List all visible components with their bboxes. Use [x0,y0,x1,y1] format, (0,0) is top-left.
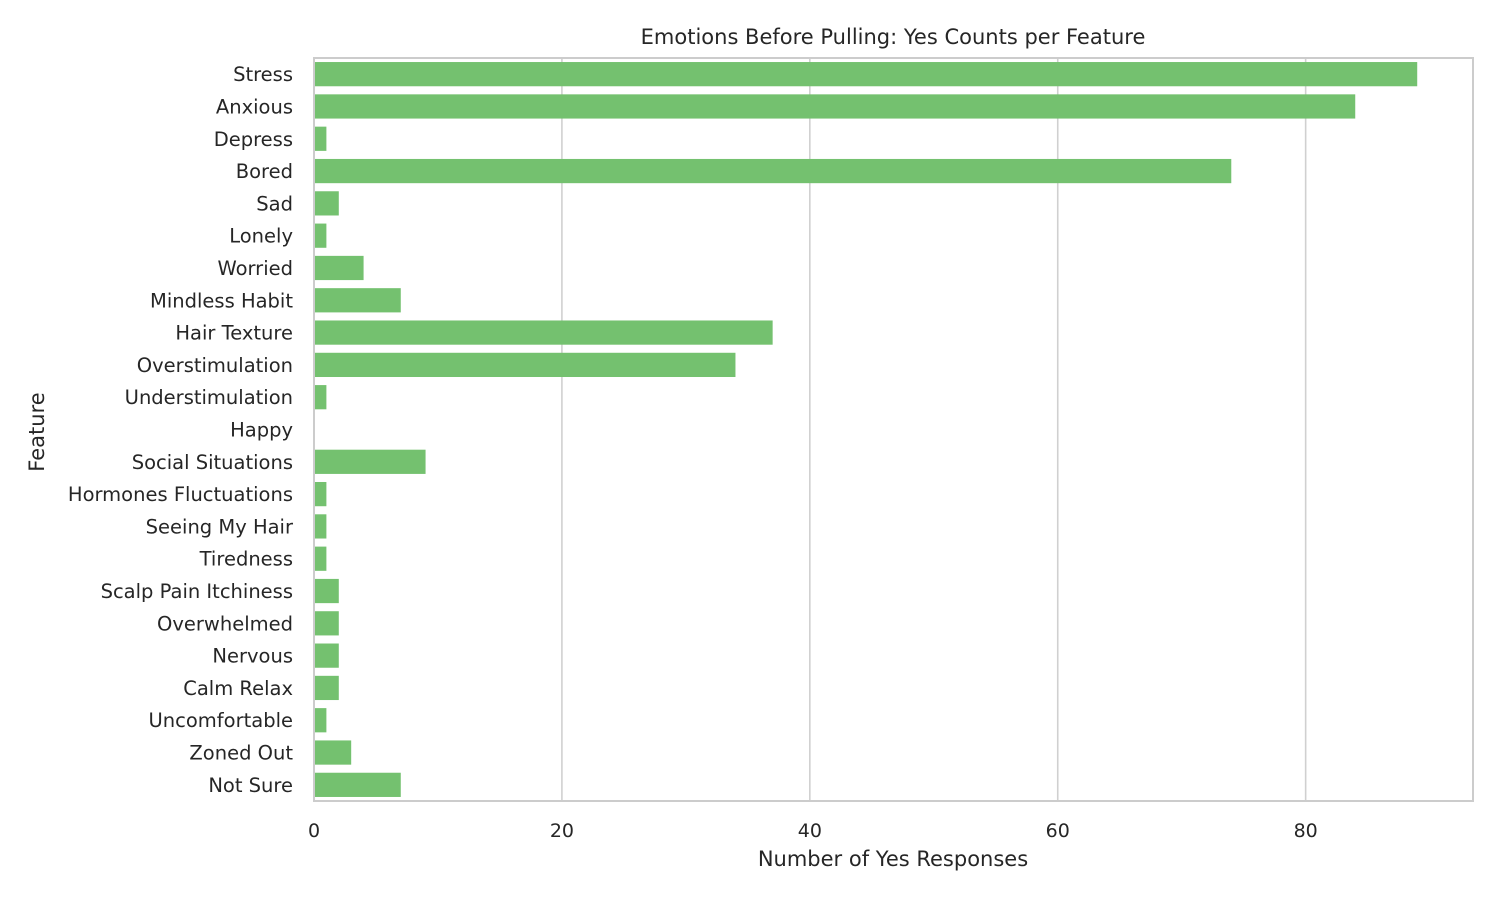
bars [314,62,1418,797]
y-category-labels: Stress Anxious Depress Bored Sad Lonely Worrie… [68,63,294,797]
bar-lonely [314,223,327,248]
y-category-label: Understimulation [125,386,293,409]
y-category-label: Stress [233,63,293,86]
x-tick-label: 40 [798,820,822,842]
bar-overstimulation [314,352,736,378]
plot-frame [313,57,1474,802]
x-tick-label: 20 [550,820,574,842]
y-category-label: Bored [236,160,293,183]
bar-anxious [314,94,1356,119]
y-category-label: Seeing My Hair [146,515,294,538]
bar-nervous [314,643,339,668]
y-category-label: Not Sure [208,774,293,797]
y-category-label: Sad [256,192,293,215]
y-category-label: Hormones Fluctuations [68,483,293,506]
y-category-label: Happy [230,419,293,442]
bar-sad [314,191,339,216]
bar-hair-texture [314,320,773,345]
y-category-label: Worried [217,257,293,280]
x-tick-labels: 0 20 40 60 80 [308,820,1318,842]
bar-social-situations [314,449,426,474]
y-category-label: Mindless Habit [150,289,293,312]
y-category-label: Scalp Pain Itchiness [101,580,293,603]
y-axis-label: Feature [25,392,49,471]
plot-border [313,57,1474,802]
y-category-label: Nervous [212,645,293,668]
x-tick-label: 60 [1046,820,1070,842]
bar-tiredness [314,546,327,571]
x-tick-label: 0 [308,820,320,842]
x-tick-label: 80 [1294,820,1318,842]
bar-calm-relax [314,675,339,701]
y-category-label: Zoned Out [189,742,293,765]
bar-depress [314,126,327,151]
bar-bored [314,158,1232,184]
bar-stress [314,62,1418,87]
y-category-label: Anxious [216,95,293,118]
bar-understimulation [314,385,327,410]
x-axis-label: Number of Yes Responses [758,847,1028,871]
y-category-label: Depress [214,128,293,151]
bar-not-sure [314,772,401,797]
bar-hormones-fluctuations [314,481,327,507]
chart-title: Emotions Before Pulling: Yes Counts per … [641,25,1146,49]
y-category-label: Tiredness [199,548,293,571]
y-category-label: Overwhelmed [157,612,293,635]
bar-worried [314,255,364,281]
bar-seeing-my-hair [314,514,327,539]
bar-zoned-out [314,740,352,765]
y-category-label: Calm Relax [183,677,293,700]
bar-overwhelmed [314,611,339,636]
y-category-label: Overstimulation [137,354,293,377]
bar-scalp-pain-itchiness [314,578,339,604]
bar-uncomfortable [314,708,327,733]
y-category-label: Uncomfortable [149,709,293,732]
bar-mindless-habit [314,288,401,313]
y-category-label: Hair Texture [175,322,293,345]
y-category-label: Lonely [229,225,293,248]
y-category-label: Social Situations [132,451,293,474]
